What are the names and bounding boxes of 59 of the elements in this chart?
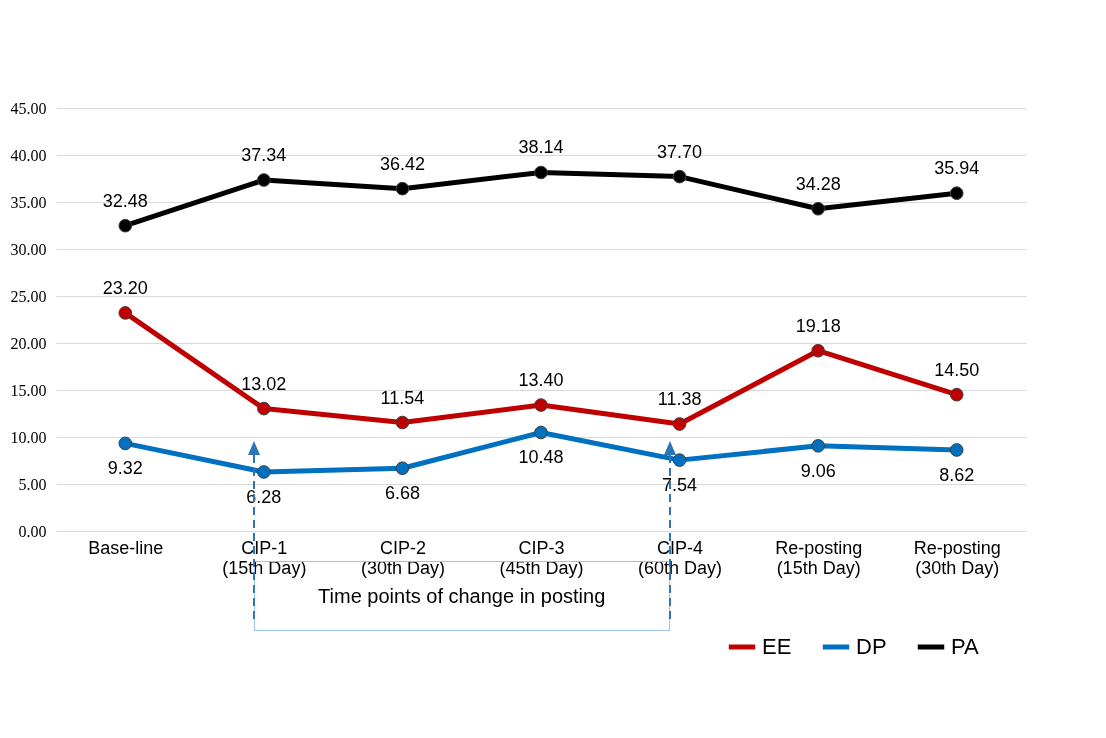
point: [395, 461, 410, 476]
y-tick-label: 35.00: [10, 193, 47, 211]
data-label: 13.40: [518, 370, 564, 391]
point: [811, 439, 825, 453]
data-label: 23.20: [102, 277, 148, 298]
data-label: 34.28: [795, 173, 841, 194]
data-label: 11.38: [657, 389, 702, 410]
point: [534, 165, 548, 180]
data-label: 35.94: [934, 158, 980, 179]
point: [257, 401, 271, 416]
legend-label: DP: [856, 634, 887, 659]
x-tick-label: Re-posting (15th Day): [775, 537, 863, 578]
data-label: 8.62: [939, 464, 975, 485]
point: [118, 218, 133, 233]
y-tick-label: 0.00: [18, 522, 47, 540]
data-label: 11.54: [380, 387, 425, 408]
data-label: 10.48: [518, 447, 564, 468]
y-tick-label: 20.00: [10, 334, 47, 352]
point: [534, 425, 548, 440]
y-tick-label: 45.00: [10, 99, 47, 117]
point: [257, 173, 271, 187]
point: [395, 415, 410, 430]
data-label: 7.54: [662, 475, 698, 496]
data-label: 37.34: [241, 145, 287, 165]
data-label: 9.06: [800, 460, 836, 481]
x-tick-label: CIP-1 (15th Day): [222, 537, 307, 578]
data-label: 13.02: [241, 373, 287, 394]
point: [672, 417, 687, 431]
data-label: 37.70: [657, 141, 703, 162]
data-label: 32.48: [102, 190, 148, 211]
data-label: 36.42: [379, 153, 425, 174]
point: [949, 443, 964, 457]
y-tick-label: 30.00: [10, 240, 47, 258]
point: [534, 398, 548, 412]
legend-label: PA: [951, 634, 980, 659]
text: Time points of change in posting: [318, 584, 606, 607]
point: [672, 169, 687, 184]
point: [811, 201, 825, 216]
legend-label: EE: [762, 634, 792, 659]
point: [811, 343, 825, 358]
point: [672, 453, 687, 467]
point: [395, 181, 410, 196]
y-tick-label: 5.00: [18, 475, 47, 493]
y-tick-label: 10.00: [10, 428, 47, 446]
point: [949, 387, 964, 402]
data-label: 19.18: [795, 315, 841, 336]
point: [257, 465, 271, 479]
data-label: 14.50: [934, 359, 980, 380]
y-tick-label: 40.00: [10, 146, 47, 164]
x-tick-label: Re-posting (30th Day): [913, 537, 1001, 578]
data-label: 6.68: [384, 483, 420, 504]
data-label: 9.32: [107, 458, 143, 479]
y-tick-label: 15.00: [10, 381, 47, 399]
point: [118, 436, 133, 451]
point: [118, 306, 133, 320]
y-tick-label: 25.00: [10, 287, 47, 305]
x-tick-label: Base-line: [88, 537, 164, 558]
data-label: 38.14: [518, 137, 564, 158]
point: [949, 186, 964, 200]
